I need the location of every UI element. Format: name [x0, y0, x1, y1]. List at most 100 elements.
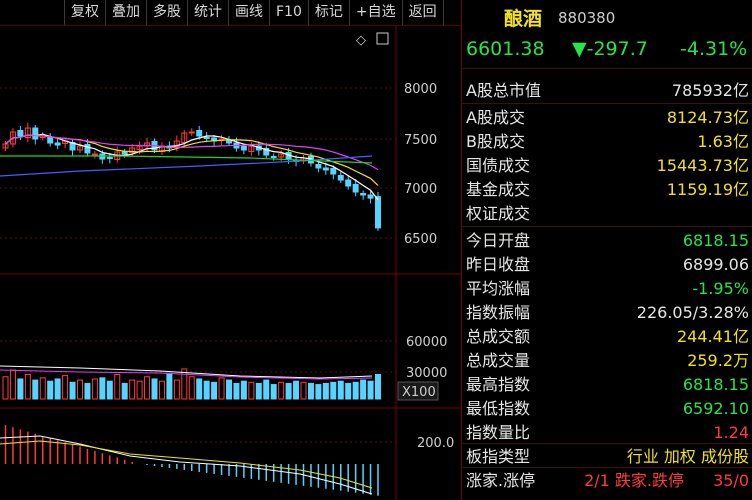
volume-tick-label: 30000	[406, 366, 447, 381]
quote-label: 国债成交	[466, 156, 531, 175]
volume-bar	[300, 381, 307, 400]
volume-bar	[121, 382, 128, 400]
quote-value: 8124.73亿	[666, 108, 749, 127]
volume-bar	[47, 380, 54, 400]
candle-body	[129, 147, 136, 153]
panel-divider	[461, 0, 462, 500]
add-watchlist-button[interactable]: +自选	[350, 0, 403, 25]
volume-bar	[360, 379, 367, 400]
panel-separator	[462, 226, 752, 227]
quote-row: 指数振幅 226.05/3.28%	[462, 301, 752, 325]
quote-label: 基金成交	[466, 180, 531, 199]
macd-tick-label: 200.0	[417, 436, 454, 451]
volume-bar	[173, 379, 180, 400]
quote-row: 权证成交	[462, 202, 752, 226]
quote-value: -1.95%	[692, 279, 749, 298]
price-tick-label: 7500	[404, 133, 437, 148]
candle-body	[278, 153, 285, 158]
quote-label: 最低指数	[466, 399, 531, 418]
candle-body	[84, 144, 91, 154]
quote-row: 昨日收盘 6899.06	[462, 253, 752, 277]
quote-value: 6818.15	[682, 231, 749, 250]
statistics-button[interactable]: 统计	[188, 0, 229, 25]
volume-bar	[278, 381, 285, 400]
draw-line-button[interactable]: 画线	[229, 0, 270, 25]
volume-bar	[248, 381, 255, 400]
fuquan-button[interactable]: 复权	[64, 0, 106, 25]
quote-value: 259.2万	[687, 351, 749, 370]
candle-body	[330, 168, 337, 175]
kline-chart[interactable]: 8000 7500 7000 6500 60000 30000 X100 200.0 ◇	[0, 26, 461, 500]
candle-body	[263, 148, 270, 156]
diamond-icon[interactable]: ◇	[356, 33, 366, 48]
quote-value: 244.41亿	[677, 327, 749, 346]
candle-body	[54, 142, 61, 146]
ma60-line	[0, 155, 373, 177]
quote-row: 涨家.涨停 2/1 跌家.跌停 35/0	[462, 469, 752, 493]
volume-bar	[211, 381, 218, 400]
restore-icon[interactable]	[376, 32, 389, 45]
f10-button[interactable]: F10	[270, 0, 309, 25]
volume-bar	[77, 379, 83, 400]
volume-bar	[151, 378, 158, 400]
price-tick-label: 7000	[404, 182, 437, 197]
volume-bar	[285, 382, 292, 400]
quote-row: 国债成交 15443.73亿	[462, 154, 752, 178]
candle-body	[322, 167, 329, 171]
candle-body	[352, 184, 359, 193]
volume-bar	[352, 381, 359, 400]
volume-bar	[84, 382, 91, 400]
mark-button[interactable]: 标记	[309, 0, 350, 25]
quote-label: A股成交	[466, 108, 525, 127]
macd-dea-line	[0, 440, 373, 489]
quote-value: 6818.15	[682, 375, 749, 394]
quote-value: 785932亿	[671, 81, 749, 100]
panel-separator	[462, 103, 752, 104]
candle-body	[270, 156, 277, 158]
quote-label: 最高指数	[466, 375, 531, 394]
unit-box	[397, 381, 439, 401]
panel-separator	[462, 443, 752, 444]
candle-body	[337, 175, 344, 181]
quote-label: B股成交	[466, 132, 525, 151]
multi-stock-button[interactable]: 多股	[147, 0, 188, 25]
ma120-line	[0, 155, 373, 164]
candle-body	[248, 145, 255, 152]
quote-value: 2/1 跌家.跌停	[584, 471, 684, 490]
quote-label: 权证成交	[466, 204, 531, 223]
volume-bar	[233, 382, 240, 400]
overlay-button[interactable]: 叠加	[106, 0, 147, 25]
volume-bar	[114, 374, 121, 400]
back-button[interactable]: 返回	[403, 0, 444, 25]
quote-value: 1.63亿	[697, 132, 749, 151]
vol-ma-line	[0, 365, 373, 379]
volume-unit-label: X100	[402, 385, 436, 400]
volume-bar	[136, 380, 143, 400]
candle-body	[91, 153, 98, 156]
volume-bar	[226, 379, 232, 400]
quote-value-2: 35/0	[713, 471, 749, 490]
volume-bar	[17, 378, 24, 400]
candle-body	[203, 137, 210, 139]
volume-bar	[315, 384, 322, 400]
candle-body	[144, 142, 151, 147]
candle-body	[77, 145, 83, 151]
kline-svg[interactable]: 8000 7500 7000 6500 60000 30000 X100 200.0 ◇	[0, 26, 461, 500]
quote-label: 总成交额	[466, 327, 531, 346]
quote-row: 板指类型 行业 加权 成份股	[462, 445, 752, 469]
volume-bar	[144, 376, 151, 400]
quote-row: 指数量比 1.24	[462, 421, 752, 445]
volume-bar	[54, 378, 61, 400]
volume-bar	[188, 376, 195, 400]
quote-row: 总成交额 244.41亿	[462, 325, 752, 349]
volume-bar	[9, 369, 16, 400]
volume-bar	[2, 376, 9, 400]
ma10-line	[5, 134, 379, 186]
price-tick-label: 6500	[404, 232, 437, 247]
volume-bar	[203, 380, 210, 400]
volume-bar	[166, 372, 173, 400]
volume-bar	[255, 382, 262, 400]
candle-body	[375, 196, 381, 229]
volume-bar	[32, 379, 39, 400]
quote-row: 基金成交 1159.19亿	[462, 178, 752, 202]
